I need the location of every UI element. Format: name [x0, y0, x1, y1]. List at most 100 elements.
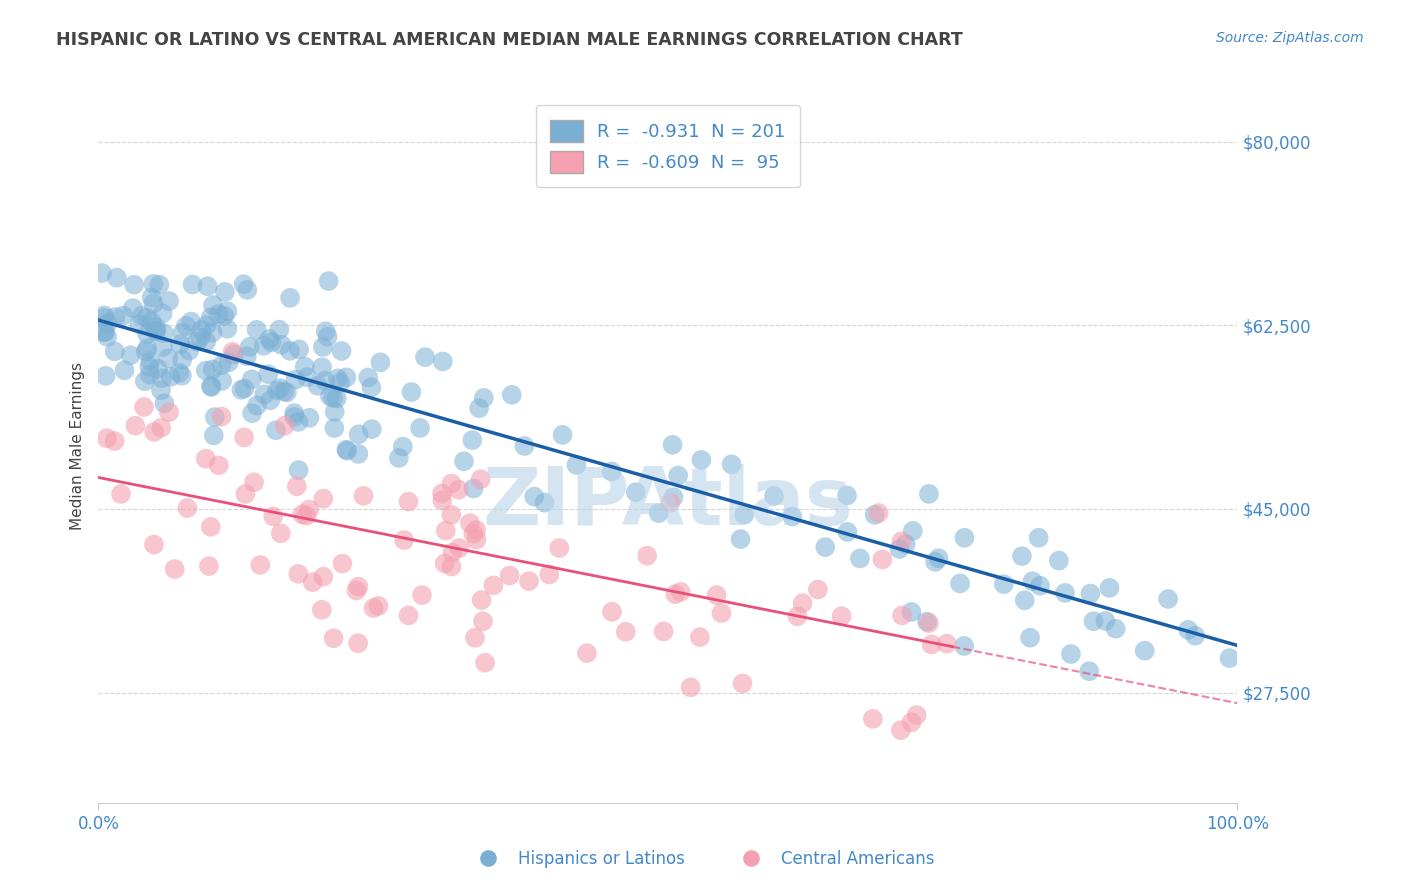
- Point: [200, 380, 222, 394]
- Point: [807, 582, 830, 597]
- Point: [464, 631, 486, 645]
- Point: [575, 646, 598, 660]
- Point: [96, 431, 118, 445]
- Point: [249, 558, 271, 572]
- Text: Source: ZipAtlas.com: Source: ZipAtlas.com: [1216, 31, 1364, 45]
- Point: [463, 526, 485, 541]
- Point: [710, 606, 733, 620]
- Point: [148, 277, 170, 292]
- Point: [335, 442, 357, 457]
- Point: [329, 376, 352, 390]
- Point: [323, 405, 346, 419]
- Point: [392, 440, 415, 454]
- Point: [565, 458, 588, 472]
- Point: [501, 388, 523, 402]
- Point: [347, 580, 370, 594]
- Point: [915, 615, 938, 629]
- Point: [202, 428, 225, 442]
- Point: [1078, 664, 1101, 678]
- Y-axis label: Median Male Earnings: Median Male Earnings: [69, 362, 84, 530]
- Point: [124, 418, 146, 433]
- Point: [146, 361, 169, 376]
- Point: [288, 343, 311, 357]
- Point: [1011, 549, 1033, 563]
- Point: [332, 557, 354, 571]
- Point: [211, 358, 233, 372]
- Point: [195, 318, 218, 333]
- Point: [167, 366, 190, 380]
- Point: [849, 551, 872, 566]
- Point: [1019, 631, 1042, 645]
- Point: [91, 266, 114, 280]
- Point: [323, 421, 346, 435]
- Point: [890, 534, 912, 549]
- Point: [1021, 574, 1043, 589]
- Point: [440, 476, 463, 491]
- Point: [135, 344, 157, 359]
- Point: [152, 306, 174, 320]
- Point: [298, 410, 321, 425]
- Point: [319, 389, 342, 403]
- Point: [538, 567, 561, 582]
- Point: [257, 368, 280, 382]
- Point: [733, 508, 755, 522]
- Point: [330, 343, 353, 358]
- Point: [447, 483, 470, 497]
- Point: [233, 382, 256, 396]
- Point: [93, 309, 115, 323]
- Point: [440, 559, 463, 574]
- Point: [253, 339, 276, 353]
- Point: [449, 541, 471, 555]
- Text: HISPANIC OR LATINO VS CENTRAL AMERICAN MEDIAN MALE EARNINGS CORRELATION CHART: HISPANIC OR LATINO VS CENTRAL AMERICAN M…: [56, 31, 963, 49]
- Point: [1053, 586, 1076, 600]
- Point: [179, 343, 201, 358]
- Point: [269, 323, 291, 337]
- Point: [533, 495, 555, 509]
- Point: [200, 379, 222, 393]
- Point: [918, 615, 941, 630]
- Point: [600, 465, 623, 479]
- Point: [93, 326, 115, 340]
- Point: [1028, 531, 1050, 545]
- Point: [900, 715, 922, 730]
- Point: [433, 557, 456, 571]
- Point: [325, 392, 347, 406]
- Point: [176, 501, 198, 516]
- Point: [720, 458, 742, 472]
- Point: [461, 433, 484, 447]
- Point: [432, 493, 454, 508]
- Point: [150, 371, 173, 385]
- Point: [835, 488, 858, 502]
- Point: [318, 274, 340, 288]
- Point: [172, 326, 194, 340]
- Point: [96, 329, 118, 343]
- Point: [207, 307, 229, 321]
- Point: [105, 270, 128, 285]
- Point: [174, 318, 197, 333]
- Point: [1060, 647, 1083, 661]
- Point: [93, 310, 115, 325]
- Point: [600, 605, 623, 619]
- Point: [269, 381, 291, 395]
- Point: [357, 370, 380, 384]
- Point: [928, 551, 950, 566]
- Point: [434, 524, 457, 538]
- Point: [782, 509, 804, 524]
- Point: [291, 508, 314, 522]
- Point: [472, 391, 495, 405]
- Point: [470, 472, 492, 486]
- Point: [837, 524, 859, 539]
- Point: [197, 279, 219, 293]
- Point: [145, 324, 167, 338]
- Point: [278, 343, 301, 358]
- Point: [214, 285, 236, 299]
- Point: [664, 587, 686, 601]
- Point: [441, 545, 464, 559]
- Point: [1094, 614, 1116, 628]
- Point: [465, 523, 488, 537]
- Point: [142, 296, 165, 310]
- Point: [1104, 622, 1126, 636]
- Point: [120, 348, 142, 362]
- Point: [363, 601, 385, 615]
- Point: [169, 337, 191, 351]
